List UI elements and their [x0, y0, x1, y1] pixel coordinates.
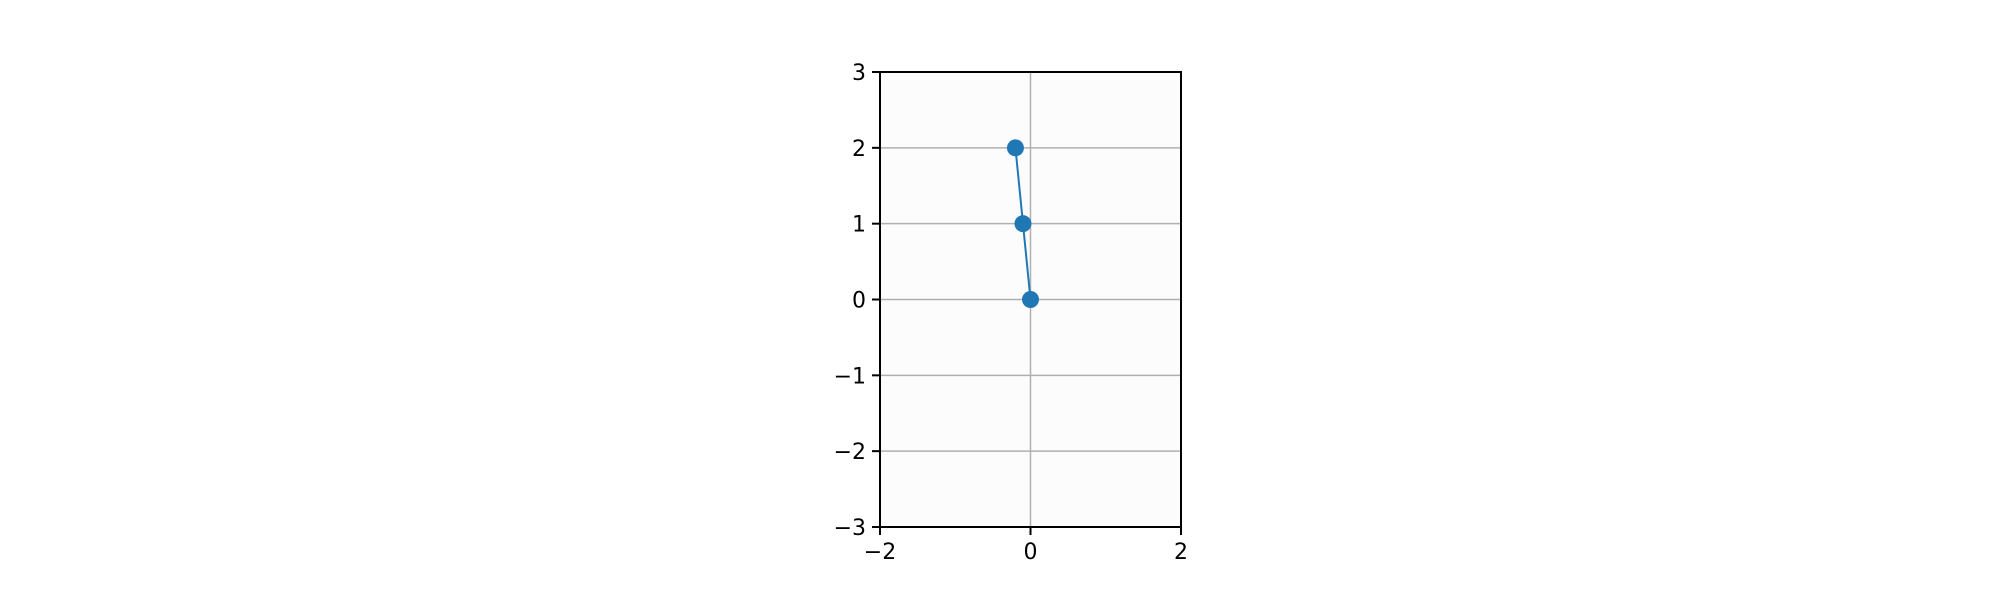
y-ticks: −3 −2 −1 0 1 2 3 [834, 61, 880, 541]
series-layer [1006, 139, 1039, 308]
data-point [1014, 215, 1032, 233]
y-tick-label: −3 [834, 516, 866, 541]
y-tick-label: 2 [852, 137, 866, 162]
y-tick-label: 3 [852, 61, 866, 86]
x-tick-label: −2 [864, 540, 896, 565]
data-point [1022, 291, 1039, 308]
y-tick-label: −1 [834, 364, 866, 389]
y-tick-label: 0 [852, 289, 866, 314]
x-ticks: −2 0 2 [864, 527, 1188, 565]
x-tick-label: 2 [1174, 540, 1188, 565]
x-tick-label: 0 [1024, 540, 1038, 565]
y-tick-label: −2 [834, 440, 866, 465]
data-point [1006, 139, 1024, 157]
y-tick-label: 1 [852, 213, 866, 238]
